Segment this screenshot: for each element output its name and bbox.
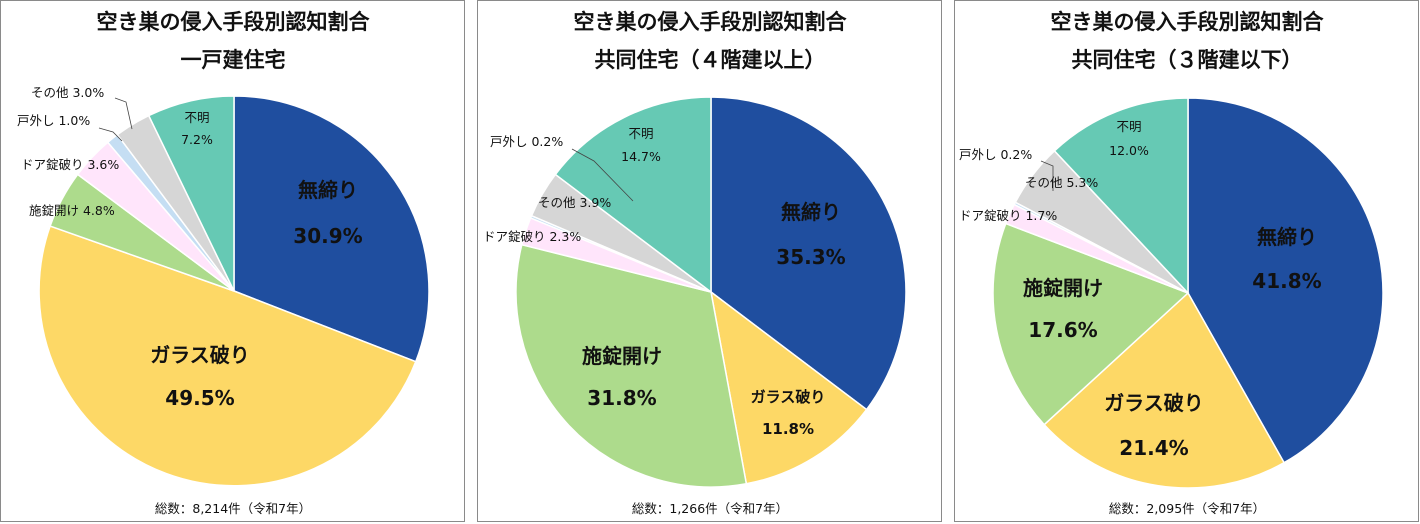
pie-slice-unknown	[1053, 97, 1189, 295]
slice-label-unknown: 不明	[1116, 119, 1141, 134]
chart-subtitle: 共同住宅（３階建以下）	[1072, 48, 1303, 72]
slice-label-other: その他 5.3%	[1025, 175, 1098, 190]
slice-value-unlocked: 30.9%	[293, 224, 362, 248]
total-count-note: 総数：1,266件（令和7年）	[632, 501, 788, 516]
pie-slice-unknown	[147, 95, 235, 292]
chart-panel-apartment-3f-or-less: 空き巣の侵入手段別認知割合 共同住宅（３階建以下） 無締り 41.8% ガラス破り 21.…	[954, 0, 1419, 522]
chart-subtitle: 共同住宅（４階建以上）	[595, 48, 826, 72]
pie-slices	[992, 97, 1384, 489]
chart-subtitle: 一戸建住宅	[181, 48, 286, 72]
slice-value-lock-picking: 31.8%	[587, 386, 656, 410]
slice-label-unknown: 不明	[184, 110, 209, 125]
slice-label-unlocked: 無締り	[781, 200, 841, 224]
slice-label-door-removal: 戸外し 0.2%	[959, 147, 1032, 162]
slice-value-lock-picking: 17.6%	[1028, 318, 1097, 342]
chart-title: 空き巣の侵入手段別認知割合	[1051, 10, 1325, 34]
chart-panel-detached-house: 空き巣の侵入手段別認知割合 一戸建住宅無締り 30.9% ガラス破り 49.5% 施錠開け…	[0, 0, 465, 522]
pie-slice-unlocked	[233, 95, 430, 363]
slice-value-unknown: 7.2%	[181, 132, 213, 147]
slice-value-glass-breaking: 11.8%	[762, 420, 814, 438]
slice-label-other: その他 3.0%	[31, 85, 104, 100]
slice-value-unlocked: 35.3%	[776, 245, 845, 269]
slice-label-lock-picking: 施錠開け	[1023, 276, 1103, 300]
slice-label-door-lock-breaking: ドア錠破り 2.3%	[483, 229, 581, 244]
slice-label-glass-breaking: ガラス破り	[150, 343, 250, 367]
slice-label-lock-picking: 施錠開け 4.8%	[29, 203, 115, 218]
slice-label-unknown: 不明	[628, 126, 653, 141]
chart-title: 空き巣の侵入手段別認知割合	[574, 10, 848, 34]
slice-label-unlocked: 無締り	[1257, 225, 1317, 249]
slice-label-glass-breaking: ガラス破り	[751, 388, 826, 406]
leader-line-door-removal	[571, 148, 634, 202]
pie-slices	[38, 95, 430, 487]
pie-slice-unlocked	[1187, 97, 1384, 464]
slice-label-door-lock-breaking: ドア錠破り 3.6%	[21, 157, 119, 172]
leader-line-other	[114, 97, 133, 130]
total-count-note: 総数：8,214件（令和7年）	[155, 501, 311, 516]
pie-slice-lock-picking	[992, 222, 1190, 426]
slice-value-glass-breaking: 21.4%	[1119, 436, 1188, 460]
slice-value-glass-breaking: 49.5%	[165, 386, 234, 410]
slice-label-door-removal: 戸外し 1.0%	[17, 113, 90, 128]
pie-slice-glass-breaking	[38, 225, 417, 487]
slice-label-unlocked: 無締り	[298, 178, 358, 202]
pie-slice-unlocked	[710, 96, 907, 411]
slice-label-other: その他 3.9%	[538, 195, 611, 210]
slice-label-door-lock-breaking: ドア錠破り 1.7%	[959, 208, 1057, 223]
slice-value-unknown: 12.0%	[1109, 143, 1149, 158]
pie-slice-lock-picking	[515, 243, 748, 488]
chart-title: 空き巣の侵入手段別認知割合	[97, 10, 371, 34]
slice-label-lock-picking: 施錠開け	[582, 344, 662, 368]
chart-panel-apartment-4f-plus: 空き巣の侵入手段別認知割合 共同住宅（４階建以上） 無締り 35.3% ガラス破り 11.…	[477, 0, 942, 522]
pie-slice-unknown	[554, 96, 712, 294]
slice-label-glass-breaking: ガラス破り	[1104, 391, 1204, 415]
slice-value-unknown: 14.7%	[621, 149, 661, 164]
leader-line-door-removal	[98, 127, 123, 142]
slice-label-door-removal: 戸外し 0.2%	[490, 134, 563, 149]
total-count-note: 総数：2,095件（令和7年）	[1109, 501, 1265, 516]
pie-slices	[515, 96, 907, 488]
slice-value-unlocked: 41.8%	[1252, 269, 1321, 293]
pie-slice-glass-breaking	[1043, 291, 1286, 489]
pie-slice-glass-breaking	[709, 290, 868, 485]
leader-line-door-removal	[1040, 160, 1054, 191]
